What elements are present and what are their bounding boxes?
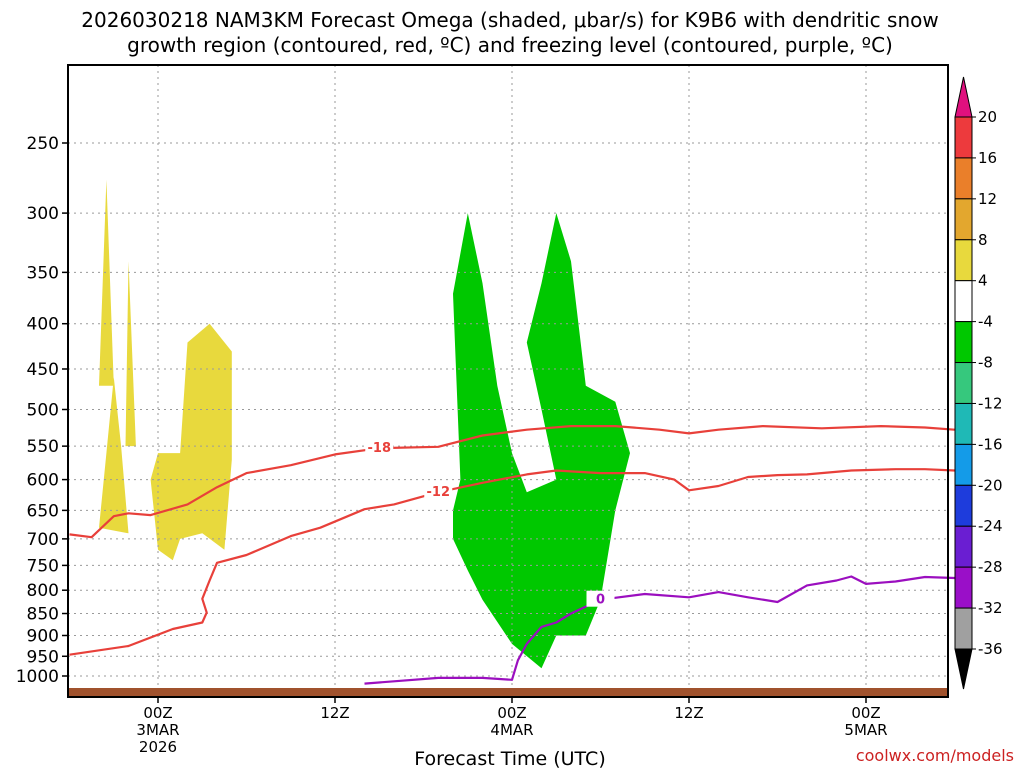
y-tick-label: 450 bbox=[27, 360, 59, 380]
colorbar-label: -24 bbox=[978, 517, 1003, 535]
plot-frame bbox=[67, 64, 949, 698]
y-tick-label: 250 bbox=[27, 134, 59, 154]
colorbar-block bbox=[954, 566, 973, 609]
x-tick-label: 00Z bbox=[851, 704, 880, 722]
colorbar-block bbox=[954, 157, 973, 200]
colorbar-top-arrow bbox=[954, 76, 973, 118]
colorbar-label: -16 bbox=[978, 435, 1003, 453]
x-tick-label: 2026 bbox=[139, 738, 177, 756]
x-tick-label: 3MAR bbox=[136, 721, 179, 739]
y-tick-label: 900 bbox=[27, 626, 59, 646]
colorbar-block bbox=[954, 239, 973, 282]
y-tick-label: 1000 bbox=[16, 667, 59, 687]
x-tick-label: 00Z bbox=[143, 704, 172, 722]
y-axis: 2503003504004505005506006507007508008509… bbox=[16, 134, 68, 687]
contour-line bbox=[69, 468, 955, 656]
y-tick-label: 300 bbox=[27, 204, 59, 224]
colorbar-label: 12 bbox=[978, 190, 997, 208]
colorbar-block bbox=[954, 484, 973, 527]
x-axis-title: Forecast Time (UTC) bbox=[414, 748, 605, 768]
colorbar-label: 8 bbox=[978, 231, 988, 249]
colorbar-block bbox=[954, 198, 973, 241]
colorbar-block bbox=[954, 607, 973, 650]
colorbar-label: -20 bbox=[978, 476, 1003, 494]
colorbar-block bbox=[954, 280, 973, 323]
y-tick-label: 800 bbox=[27, 581, 59, 601]
x-tick-label: 12Z bbox=[674, 704, 703, 722]
colorbar-label: -36 bbox=[978, 640, 1003, 658]
contour-label-bg bbox=[424, 483, 453, 500]
x-tick-label: 00Z bbox=[497, 704, 526, 722]
watermark: coolwx.com/models bbox=[856, 746, 1014, 765]
colorbar-label: -4 bbox=[978, 313, 993, 331]
y-tick-label: 600 bbox=[27, 471, 59, 491]
colorbar-block bbox=[954, 525, 973, 568]
omega-shaded-region bbox=[125, 261, 136, 447]
x-tick-label: 12Z bbox=[320, 704, 349, 722]
y-tick-label: 400 bbox=[27, 315, 59, 335]
terrain-band bbox=[68, 688, 948, 696]
y-tick-label: 750 bbox=[27, 556, 59, 576]
colorbar-block bbox=[954, 362, 973, 404]
contour-label: -18 bbox=[368, 441, 392, 456]
chart-title-line-1: 2026030218 NAM3KM Forecast Omega (shaded… bbox=[81, 8, 938, 32]
colorbar-block bbox=[954, 443, 973, 486]
colorbar-label: 20 bbox=[978, 108, 997, 126]
contour-label: 0 bbox=[596, 593, 605, 608]
chart-title-line-2: growth region (contoured, red, ºC) and f… bbox=[127, 33, 893, 57]
contour-line bbox=[364, 575, 955, 685]
colorbar-label: -32 bbox=[978, 599, 1003, 617]
contour-label-bg bbox=[586, 590, 615, 607]
contour-layer: -18 -12 0 bbox=[69, 425, 955, 685]
y-tick-label: 550 bbox=[27, 437, 59, 457]
omega-shaded-region bbox=[99, 179, 114, 386]
omega-shaded-region bbox=[99, 377, 129, 534]
colorbar-bottom-arrow bbox=[954, 648, 973, 690]
y-tick-label: 850 bbox=[27, 605, 59, 625]
omega-shaded-region bbox=[453, 213, 630, 669]
y-tick-label: 500 bbox=[27, 401, 59, 421]
y-tick-label: 650 bbox=[27, 501, 59, 521]
omega-shaded-region bbox=[150, 323, 232, 561]
colorbar-block bbox=[954, 116, 973, 159]
colorbar-label: 16 bbox=[978, 149, 997, 167]
colorbar-label: -12 bbox=[978, 394, 1003, 412]
contour-label: -12 bbox=[427, 485, 451, 500]
colorbar-label: 4 bbox=[978, 272, 988, 290]
y-tick-label: 700 bbox=[27, 530, 59, 550]
contour-label-bg bbox=[365, 439, 394, 456]
colorbar: 20 16 12 8 4 -4 -8 -12 -16 -20 -24 -28 -32 -36 bbox=[954, 76, 1003, 690]
x-tick-label: 5MAR bbox=[844, 721, 887, 739]
gridlines bbox=[68, 65, 948, 697]
y-tick-label: 950 bbox=[27, 647, 59, 667]
colorbar-label: -8 bbox=[978, 354, 993, 372]
colorbar-block bbox=[954, 402, 973, 445]
y-tick-label: 350 bbox=[27, 263, 59, 283]
contour-line bbox=[69, 425, 955, 539]
colorbar-label: -28 bbox=[978, 558, 1003, 576]
colorbar-block bbox=[954, 321, 973, 364]
x-tick-label: 4MAR bbox=[490, 721, 533, 739]
omega-shading-layer bbox=[99, 179, 630, 669]
